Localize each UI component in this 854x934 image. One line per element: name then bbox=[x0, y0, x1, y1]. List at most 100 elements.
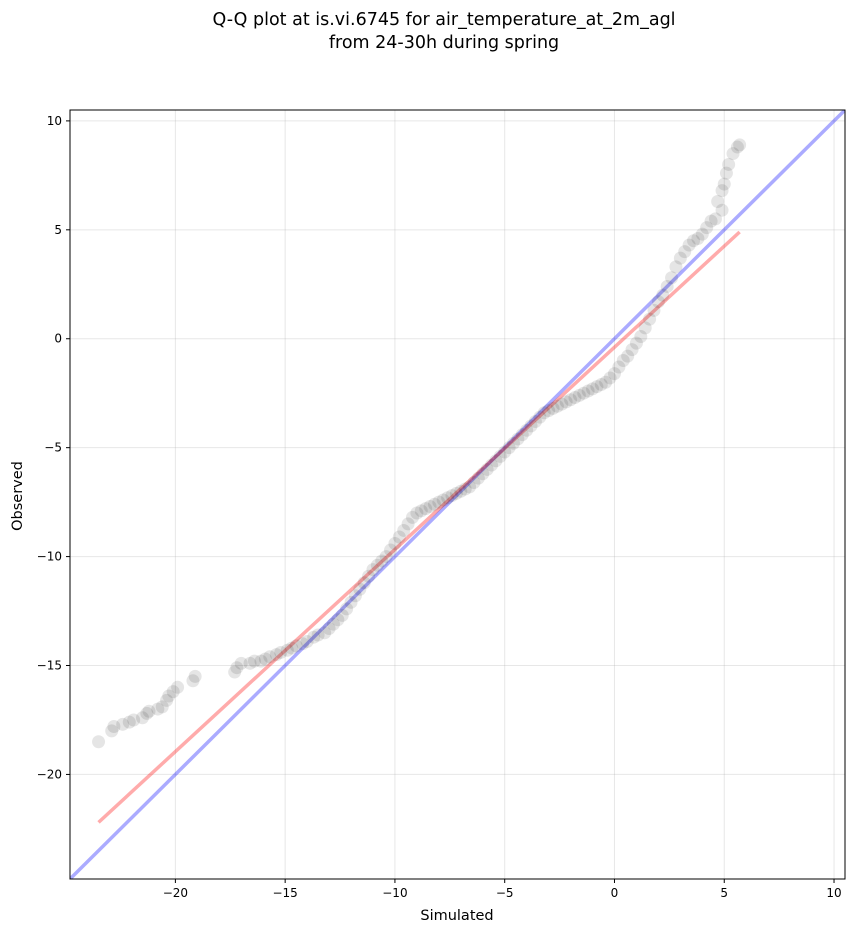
data-point bbox=[715, 184, 729, 198]
y-tick-label: −15 bbox=[37, 659, 62, 673]
data-point bbox=[166, 685, 180, 699]
data-point bbox=[665, 271, 679, 285]
data-point bbox=[263, 650, 277, 664]
data-point bbox=[122, 715, 136, 729]
data-point bbox=[669, 260, 683, 274]
data-point bbox=[362, 569, 376, 583]
data-point bbox=[647, 303, 661, 317]
data-point bbox=[719, 166, 733, 180]
data-point bbox=[722, 157, 736, 171]
data-point bbox=[322, 621, 336, 635]
data-point bbox=[92, 735, 106, 749]
data-point bbox=[629, 336, 643, 350]
data-point bbox=[392, 530, 406, 544]
data-point bbox=[651, 295, 665, 309]
scatter-points bbox=[92, 138, 747, 749]
data-point bbox=[401, 517, 415, 531]
data-point bbox=[463, 480, 477, 494]
data-point bbox=[300, 635, 314, 649]
y-tick-label: 5 bbox=[54, 223, 62, 237]
data-point bbox=[116, 717, 130, 731]
data-point bbox=[555, 397, 569, 411]
y-axis-label: Observed bbox=[10, 461, 26, 531]
data-point bbox=[188, 669, 202, 683]
data-point bbox=[296, 637, 310, 651]
data-point bbox=[572, 388, 586, 402]
data-point bbox=[634, 330, 648, 344]
data-point bbox=[489, 454, 503, 468]
fit-line bbox=[97, 230, 741, 824]
data-point bbox=[542, 404, 556, 418]
data-point bbox=[498, 445, 512, 459]
data-point bbox=[660, 279, 674, 293]
data-point bbox=[471, 471, 485, 485]
data-point bbox=[695, 227, 709, 241]
data-point bbox=[269, 648, 283, 662]
data-point bbox=[673, 251, 687, 265]
data-point bbox=[419, 502, 433, 516]
data-point bbox=[643, 312, 657, 326]
data-point bbox=[243, 656, 257, 670]
data-point bbox=[524, 419, 538, 433]
x-tick-label: 5 bbox=[720, 886, 728, 900]
data-point bbox=[546, 401, 560, 415]
grid bbox=[70, 110, 845, 879]
data-point bbox=[607, 367, 621, 381]
data-point bbox=[388, 537, 402, 551]
plot-frame bbox=[69, 109, 846, 880]
reference-lines bbox=[70, 110, 845, 879]
data-point bbox=[340, 602, 354, 616]
data-point bbox=[726, 147, 740, 161]
data-point bbox=[458, 482, 472, 496]
data-point bbox=[247, 654, 261, 668]
x-tick-label: −20 bbox=[163, 886, 188, 900]
y-tick-label: 10 bbox=[47, 114, 62, 128]
data-point bbox=[427, 497, 441, 511]
data-point bbox=[528, 415, 542, 429]
data-point bbox=[445, 489, 459, 503]
data-point bbox=[151, 702, 165, 716]
y-tick-label: −20 bbox=[37, 767, 62, 781]
data-point bbox=[485, 458, 499, 472]
data-point bbox=[550, 399, 564, 413]
data-point bbox=[715, 203, 729, 217]
data-point bbox=[285, 641, 299, 655]
y-tick-label: 0 bbox=[54, 332, 62, 346]
data-point bbox=[254, 654, 268, 668]
data-point bbox=[625, 343, 639, 357]
data-point bbox=[603, 371, 617, 385]
data-point bbox=[568, 391, 582, 405]
data-point bbox=[682, 238, 696, 252]
data-point bbox=[533, 410, 547, 424]
data-point bbox=[384, 543, 398, 557]
x-tick-label: 10 bbox=[826, 886, 841, 900]
data-point bbox=[449, 486, 463, 500]
data-point bbox=[616, 354, 630, 368]
data-point bbox=[621, 349, 635, 363]
data-point bbox=[581, 384, 595, 398]
data-point bbox=[186, 674, 200, 688]
data-point bbox=[142, 704, 156, 718]
data-point bbox=[357, 576, 371, 590]
data-point bbox=[162, 689, 176, 703]
data-point bbox=[289, 639, 303, 653]
data-point bbox=[280, 643, 294, 657]
data-point bbox=[335, 608, 349, 622]
data-point bbox=[590, 380, 604, 394]
chart-title: Q-Q plot at is.vi.6745 for air_temperatu… bbox=[212, 10, 675, 53]
data-point bbox=[537, 406, 551, 420]
data-point bbox=[733, 138, 747, 152]
data-point bbox=[559, 395, 573, 409]
data-point bbox=[708, 212, 722, 226]
y-tick-label: −10 bbox=[37, 550, 62, 564]
x-tick-label: −10 bbox=[382, 886, 407, 900]
data-point bbox=[228, 665, 242, 679]
data-point bbox=[326, 617, 340, 631]
data-point bbox=[577, 386, 591, 400]
data-point bbox=[171, 680, 185, 694]
data-point bbox=[638, 321, 652, 335]
data-point bbox=[331, 613, 345, 627]
data-point bbox=[656, 288, 670, 302]
data-point bbox=[564, 393, 578, 407]
